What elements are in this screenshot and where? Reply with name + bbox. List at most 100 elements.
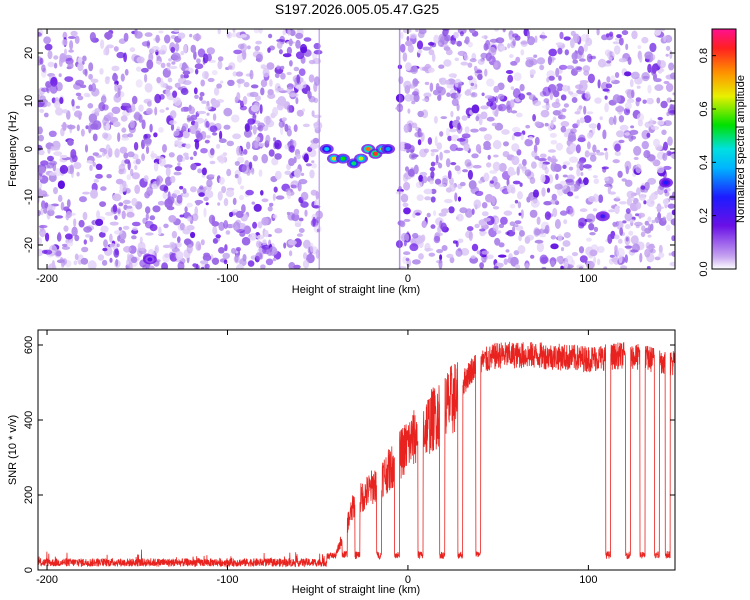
heatmap-cell bbox=[650, 125, 660, 130]
heatmap-cell bbox=[282, 53, 292, 58]
heatmap-cell bbox=[49, 172, 57, 176]
heatmap-cell bbox=[433, 210, 437, 217]
heatmap-cell bbox=[253, 203, 262, 212]
heatmap-cell bbox=[278, 49, 283, 55]
heatmap-cell bbox=[154, 106, 158, 116]
heatmap-cell bbox=[109, 233, 113, 243]
heatmap-cell bbox=[217, 191, 223, 201]
signal-point bbox=[365, 147, 371, 151]
heatmap-cell bbox=[188, 104, 192, 112]
heatmap-cell bbox=[403, 251, 411, 256]
heatmap-cell bbox=[592, 175, 598, 179]
heatmap-cell bbox=[203, 196, 209, 202]
heatmap-cell bbox=[269, 79, 273, 87]
heatmap-cell bbox=[612, 223, 618, 228]
heatmap-cell bbox=[529, 69, 536, 75]
heatmap-cell bbox=[608, 116, 615, 126]
heatmap-cell bbox=[290, 184, 297, 189]
heatmap-cell bbox=[651, 64, 657, 74]
heatmap-cell bbox=[430, 161, 436, 167]
heatmap-cell bbox=[555, 42, 564, 46]
heatmap-cell bbox=[402, 256, 408, 264]
heatmap-cell bbox=[146, 186, 153, 196]
heatmap-cell bbox=[189, 33, 193, 38]
signal-point bbox=[663, 180, 669, 185]
heatmap-cell bbox=[193, 150, 198, 157]
heatmap-cell bbox=[47, 263, 57, 269]
heatmap-cell bbox=[89, 32, 96, 42]
heatmap-cell bbox=[173, 97, 182, 107]
heatmap-cell bbox=[261, 153, 269, 164]
heatmap-cell bbox=[254, 45, 261, 52]
heatmap-cell bbox=[45, 232, 50, 242]
heatmap-cell bbox=[43, 112, 49, 118]
heatmap-cell bbox=[57, 180, 65, 189]
heatmap-cell bbox=[654, 216, 660, 224]
heatmap-cell bbox=[480, 256, 488, 261]
heatmap-cell bbox=[111, 65, 120, 72]
heatmap-cell bbox=[640, 231, 646, 238]
y-tick-label: 200 bbox=[23, 486, 35, 504]
heatmap-cell bbox=[550, 140, 558, 145]
heatmap-cell bbox=[295, 51, 305, 60]
heatmap-cell bbox=[509, 221, 516, 226]
heatmap-cell bbox=[467, 41, 473, 48]
heatmap-cell bbox=[513, 132, 523, 137]
heatmap-cell bbox=[133, 113, 143, 120]
heatmap-cell bbox=[90, 189, 98, 199]
heatmap-cell bbox=[47, 209, 55, 217]
heatmap-cell bbox=[669, 72, 675, 80]
heatmap-cell bbox=[293, 66, 300, 72]
heatmap-cell bbox=[422, 175, 428, 184]
heatmap-cell bbox=[277, 96, 287, 106]
heatmap-cell bbox=[73, 218, 77, 227]
heatmap-cell bbox=[507, 74, 514, 83]
heatmap-cell bbox=[308, 74, 315, 83]
heatmap-cell bbox=[112, 121, 121, 128]
heatmap-cell bbox=[300, 172, 305, 176]
heatmap-y-label: Frequency (Hz) bbox=[7, 111, 19, 187]
heatmap-cell bbox=[646, 198, 655, 207]
heatmap-cell bbox=[180, 74, 184, 79]
heatmap-cell bbox=[570, 184, 575, 193]
heatmap-cell bbox=[117, 132, 121, 143]
heatmap-cell bbox=[282, 29, 287, 36]
heatmap-cell bbox=[228, 211, 234, 218]
heatmap-cell bbox=[49, 84, 58, 94]
heatmap-cell bbox=[204, 139, 210, 144]
heatmap-cell bbox=[141, 119, 146, 130]
heatmap-cell bbox=[41, 64, 46, 72]
heatmap-cell bbox=[519, 230, 525, 237]
heatmap-cell bbox=[466, 162, 472, 167]
heatmap-cell bbox=[268, 149, 275, 157]
heatmap-cell bbox=[64, 76, 74, 82]
heatmap-cell bbox=[493, 154, 499, 158]
heatmap-cell bbox=[641, 225, 646, 232]
heatmap-cell bbox=[57, 231, 61, 240]
heatmap-cell bbox=[498, 103, 507, 112]
heatmap-cell bbox=[409, 243, 419, 252]
heatmap-cell bbox=[414, 131, 423, 138]
heatmap-cell bbox=[503, 258, 508, 266]
heatmap-cell bbox=[440, 116, 448, 120]
heatmap-cell bbox=[641, 72, 650, 82]
heatmap-cell bbox=[405, 40, 413, 47]
heatmap-cell bbox=[602, 88, 610, 92]
heatmap-cell bbox=[618, 254, 623, 264]
heatmap-cell bbox=[126, 211, 135, 218]
heatmap-cell bbox=[563, 232, 571, 239]
heatmap-cell bbox=[534, 35, 538, 43]
heatmap-cell bbox=[88, 73, 93, 80]
heatmap-cell bbox=[448, 128, 457, 133]
heatmap-cell bbox=[618, 115, 625, 123]
heatmap-cell bbox=[619, 37, 624, 46]
heatmap-cell bbox=[82, 55, 87, 62]
heatmap-cell bbox=[159, 109, 165, 113]
heatmap-cell bbox=[576, 107, 582, 113]
heatmap-cell bbox=[567, 135, 577, 142]
heatmap-cell bbox=[510, 61, 518, 66]
heatmap-cell bbox=[522, 159, 527, 167]
heatmap-cell bbox=[543, 98, 550, 104]
heatmap-cell bbox=[121, 127, 127, 133]
heatmap-cell bbox=[251, 167, 255, 175]
